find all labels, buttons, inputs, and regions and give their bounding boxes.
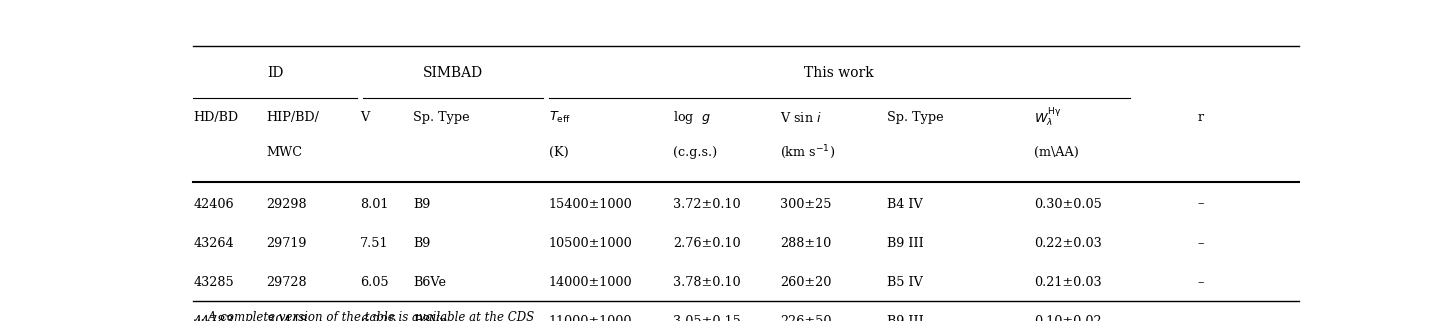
Text: 0.10±0.02: 0.10±0.02 xyxy=(1034,315,1102,321)
Text: 3.05±0.15: 3.05±0.15 xyxy=(673,315,741,321)
Text: 29728: 29728 xyxy=(266,276,307,289)
Text: 29719: 29719 xyxy=(266,237,307,250)
Text: ... A complete version of the table is available at the CDS: ... A complete version of the table is a… xyxy=(194,311,534,321)
Text: 7.51: 7.51 xyxy=(360,237,389,250)
Text: 43285: 43285 xyxy=(194,276,234,289)
Text: log  $g$: log $g$ xyxy=(673,109,711,126)
Text: 11000±1000: 11000±1000 xyxy=(549,315,632,321)
Text: V: V xyxy=(360,111,370,124)
Text: 6.225: 6.225 xyxy=(360,315,397,321)
Text: Sp. Type: Sp. Type xyxy=(414,111,470,124)
Text: V sin $i$: V sin $i$ xyxy=(780,111,821,125)
Text: r: r xyxy=(1197,111,1204,124)
Text: SIMBAD: SIMBAD xyxy=(422,66,483,80)
Text: B4 IV: B4 IV xyxy=(887,198,923,211)
Text: This work: This work xyxy=(804,66,874,80)
Text: 30448: 30448 xyxy=(266,315,307,321)
Text: (c.g.s.): (c.g.s.) xyxy=(673,146,718,159)
Text: B5 IV: B5 IV xyxy=(887,276,923,289)
Text: 3.72±0.10: 3.72±0.10 xyxy=(673,198,741,211)
Text: 14000±1000: 14000±1000 xyxy=(549,276,632,289)
Text: Sp. Type: Sp. Type xyxy=(887,111,943,124)
Text: 43264: 43264 xyxy=(194,237,234,250)
Text: B9 III: B9 III xyxy=(887,237,925,250)
Text: B6Ve: B6Ve xyxy=(414,276,447,289)
Text: 226±50: 226±50 xyxy=(780,315,831,321)
Text: B9: B9 xyxy=(414,198,431,211)
Text: 3.78±0.10: 3.78±0.10 xyxy=(673,276,741,289)
Text: MWC: MWC xyxy=(266,146,303,159)
Text: HD/BD: HD/BD xyxy=(194,111,239,124)
Text: –: – xyxy=(1197,315,1204,321)
Text: 29298: 29298 xyxy=(266,198,307,211)
Text: 42406: 42406 xyxy=(194,198,234,211)
Text: –: – xyxy=(1197,198,1204,211)
Text: 0.22±0.03: 0.22±0.03 xyxy=(1034,237,1102,250)
Text: (K): (K) xyxy=(549,146,568,159)
Text: 8.01: 8.01 xyxy=(360,198,389,211)
Text: 44783: 44783 xyxy=(194,315,234,321)
Text: (km s$^{-1}$): (km s$^{-1}$) xyxy=(780,143,836,161)
Text: $W_{\lambda}^{\rm H\gamma}$: $W_{\lambda}^{\rm H\gamma}$ xyxy=(1034,107,1061,129)
Text: 0.30±0.05: 0.30±0.05 xyxy=(1034,198,1102,211)
Text: –: – xyxy=(1197,276,1204,289)
Text: 288±10: 288±10 xyxy=(780,237,831,250)
Text: 2.76±0.10: 2.76±0.10 xyxy=(673,237,741,250)
Text: (m\AA): (m\AA) xyxy=(1034,146,1079,159)
Text: 15400±1000: 15400±1000 xyxy=(549,198,632,211)
Text: B9: B9 xyxy=(414,237,431,250)
Text: 0.21±0.03: 0.21±0.03 xyxy=(1034,276,1102,289)
Text: $T_{\rm eff}$: $T_{\rm eff}$ xyxy=(549,110,571,125)
Text: 300±25: 300±25 xyxy=(780,198,831,211)
Text: HIP/BD/: HIP/BD/ xyxy=(266,111,319,124)
Text: –: – xyxy=(1197,237,1204,250)
Text: 10500±1000: 10500±1000 xyxy=(549,237,632,250)
Text: 260±20: 260±20 xyxy=(780,276,831,289)
Text: ID: ID xyxy=(266,66,284,80)
Text: B9 III: B9 III xyxy=(887,315,925,321)
Text: 6.05: 6.05 xyxy=(360,276,389,289)
Text: B8Vn: B8Vn xyxy=(414,315,448,321)
